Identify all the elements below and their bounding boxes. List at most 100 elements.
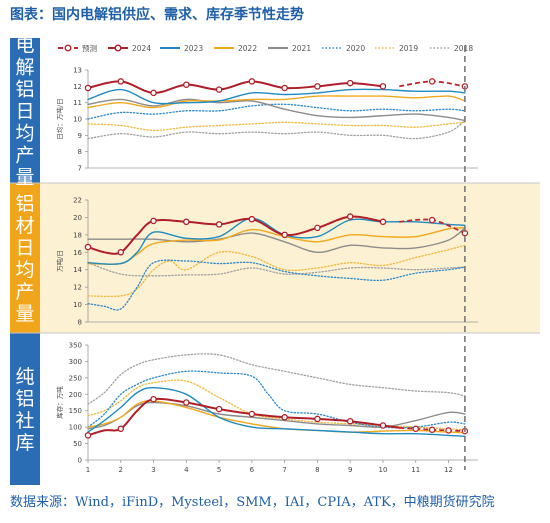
legend-label: 预测 bbox=[82, 43, 97, 53]
panel-backgrounds bbox=[10, 38, 540, 485]
series-marker-2024 bbox=[281, 231, 288, 239]
panel-axes: 7 8 9 10 11 12 13 日均：万吨/日 bbox=[55, 67, 478, 173]
series-marker-2024 bbox=[117, 425, 125, 433]
legend-label: 2023 bbox=[184, 44, 203, 53]
series-line-2018 bbox=[87, 262, 466, 277]
panel-label-char: 日 bbox=[15, 237, 34, 259]
panel-label-band bbox=[10, 333, 40, 485]
legend-marker bbox=[64, 44, 72, 52]
series-marker-forecast bbox=[445, 427, 452, 434]
series-line-2023 bbox=[87, 217, 466, 265]
legend-label: 2019 bbox=[399, 44, 418, 53]
legend-label: 2020 bbox=[346, 44, 365, 53]
panel-label-char: 铝 bbox=[15, 388, 34, 410]
series-marker-2024 bbox=[379, 422, 387, 429]
series-marker-2024 bbox=[314, 224, 321, 232]
series-marker-2024 bbox=[215, 86, 223, 93]
series-line-2020 bbox=[87, 103, 466, 120]
y-tick-label: 10 bbox=[73, 116, 82, 124]
x-tick-label: 6 bbox=[250, 466, 255, 474]
y-tick-label: 0 bbox=[78, 457, 82, 465]
y-tick-label: 12 bbox=[73, 83, 82, 91]
series-marker-2024 bbox=[379, 218, 387, 226]
x-tick-label: 10 bbox=[378, 466, 387, 474]
y-tick-label: 250 bbox=[69, 374, 82, 382]
series-marker-forecast bbox=[428, 216, 436, 224]
legend-marker bbox=[114, 44, 122, 52]
chart-legend: 预测 2024 2023 2022 2021 2020 2019 2018 bbox=[58, 43, 473, 53]
series-line-2021 bbox=[87, 98, 466, 122]
figure-source: 数据来源：Wind，iFinD，Mysteel，SMM，IAI，CPIA，ATK… bbox=[10, 495, 495, 510]
series-marker-2024 bbox=[346, 79, 354, 87]
series-marker-2024 bbox=[346, 417, 354, 425]
series-line-2018 bbox=[87, 119, 466, 140]
series-marker-2024 bbox=[84, 84, 92, 92]
series-line-2018 bbox=[87, 353, 466, 405]
y-tick-label: 150 bbox=[69, 407, 82, 415]
series-marker-2024 bbox=[314, 415, 321, 423]
panel-label-char: 纯 bbox=[15, 366, 34, 388]
legend-item-2021: 2021 bbox=[268, 44, 311, 53]
panel-label-char: 均 bbox=[15, 259, 34, 281]
legend-item-预测: 预测 bbox=[58, 43, 97, 53]
panel-background bbox=[10, 183, 540, 333]
series-marker-2024 bbox=[248, 215, 256, 223]
y-tick-label: 10 bbox=[73, 301, 82, 309]
y-tick-label: 8 bbox=[78, 319, 82, 327]
series-line-2023 bbox=[87, 386, 466, 437]
series-marker-2024 bbox=[314, 83, 321, 90]
series-marker-2024 bbox=[183, 399, 190, 406]
panel-label-char: 日 bbox=[15, 101, 34, 123]
series-marker-2024 bbox=[281, 84, 288, 92]
series-line-2021 bbox=[87, 227, 466, 254]
y-tick-label: 9 bbox=[78, 132, 82, 140]
x-tick-label: 11 bbox=[411, 466, 420, 474]
series-line-2020 bbox=[87, 259, 466, 311]
series-line-2023 bbox=[87, 88, 466, 105]
panel-label-char: 量 bbox=[15, 303, 34, 325]
series-marker-2024 bbox=[117, 78, 125, 85]
legend-item-2024: 2024 bbox=[108, 44, 151, 53]
panel-label-band bbox=[10, 183, 40, 333]
panel-series bbox=[84, 213, 469, 311]
legend-item-2022: 2022 bbox=[214, 44, 257, 53]
series-line-2024 bbox=[87, 80, 384, 94]
y-tick-label: 20 bbox=[73, 214, 82, 222]
series-line-2022 bbox=[87, 227, 466, 266]
figure-title: 图表：国内电解铝供应、需求、库存季节性走势 bbox=[10, 7, 304, 23]
y-tick-label: 18 bbox=[73, 231, 82, 239]
x-tick-label: 5 bbox=[217, 466, 221, 474]
y-tick-label: 8 bbox=[78, 148, 82, 156]
series-marker-2024 bbox=[150, 217, 157, 225]
x-tick-label: 7 bbox=[282, 466, 286, 474]
legend-label: 2021 bbox=[292, 44, 311, 53]
panel-label-char: 社 bbox=[15, 410, 34, 432]
y-tick-label: 7 bbox=[78, 165, 82, 173]
x-tick-label: 2 bbox=[119, 466, 123, 474]
panel-label-char: 解 bbox=[15, 57, 34, 79]
x-tick-label: 3 bbox=[151, 466, 155, 474]
legend-item-2023: 2023 bbox=[160, 44, 203, 53]
series-line-2022 bbox=[87, 400, 466, 434]
panel-series bbox=[84, 78, 469, 140]
y-tick-label: 13 bbox=[73, 67, 82, 75]
series-line-2019 bbox=[87, 121, 466, 132]
series-marker-2024 bbox=[84, 432, 92, 439]
series-marker-2024 bbox=[248, 78, 256, 85]
legend-item-2019: 2019 bbox=[375, 44, 418, 53]
legend-item-2018: 2018 bbox=[430, 44, 473, 53]
panel-label-char: 产 bbox=[15, 145, 34, 167]
x-tick-label: 12 bbox=[444, 466, 453, 474]
legend-item-2020: 2020 bbox=[322, 44, 365, 53]
series-line-2019 bbox=[87, 244, 466, 298]
panel-label-char: 库 bbox=[15, 432, 34, 454]
series-marker-2024 bbox=[215, 221, 223, 228]
series-marker-forecast bbox=[412, 425, 419, 433]
panel-axes: 8 10 12 14 16 18 20 22 万吨/日 bbox=[55, 197, 478, 327]
y-tick-label: 200 bbox=[69, 391, 82, 399]
y-axis-label: 万吨/日 bbox=[55, 250, 64, 272]
y-tick-label: 22 bbox=[73, 197, 82, 205]
